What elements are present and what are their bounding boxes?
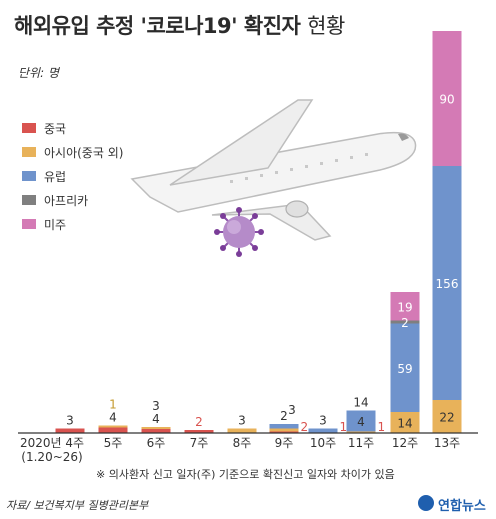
data-label: 4 [357,415,365,429]
data-label: 3 [319,414,327,428]
coronavirus-icon [214,207,264,257]
unit-label: 단위: 명 [18,66,59,80]
data-label: 1 [109,398,117,412]
data-label: 22 [439,411,454,425]
bar-segment [55,428,85,433]
logo-mark-icon [418,495,434,511]
x-tick-label: 6주 [147,436,166,450]
x-tick-labels: 2020년 4주(1.20~26) 5주 6주 7주 8주 9주 10주 11주 12주 13주 [20,436,460,464]
legend-swatch-europe [22,171,36,181]
legend-swatch-africa [22,195,36,205]
bar-segment [432,166,462,400]
logo-text: 연합뉴스 [438,499,486,514]
data-label: 3 [238,414,246,428]
data-label: 3 [288,403,296,417]
x-tick-label: 8주 [233,436,252,450]
bar-segment [346,410,376,432]
bar-segment [141,428,171,433]
data-label: 90 [439,93,454,107]
x-tick-label: 11주 [348,436,374,450]
chart-title: 해외유입 추정 '코로나19' 확진자 현황 [14,10,345,40]
legend-swatch-americas [22,219,36,229]
data-label: 4 [152,412,160,426]
bar-segment [269,428,299,432]
data-label: 19 [397,300,412,314]
chart-title-suffix: 현황 [307,14,345,38]
data-label: 14 [353,396,368,410]
legend-label-europe: 유럽 [44,170,67,184]
bars-layer [55,31,462,434]
x-tick-label: 13주 [434,436,460,450]
bar-segment [269,424,299,429]
x-tick-label: 5주 [104,436,123,450]
x-tick-label: 2020년 4주 [20,436,84,450]
legend-swatch-asia [22,147,36,157]
data-label: 4 [109,411,117,425]
bar-segment [432,400,462,433]
bar-segment [432,31,462,166]
legend-label-china: 중국 [44,122,67,136]
bar-segment [227,428,257,433]
data-label: 3 [66,414,74,428]
bar-segment [390,323,420,412]
bar-segment [98,427,128,433]
data-label: 1 [340,420,348,434]
source-credit: 자료/ 보건복지부 질병관리본부 [6,499,149,512]
bar-segment [184,430,214,433]
bar-segment [141,427,171,429]
x-tick-label: (1.20~26) [21,450,82,464]
bar-segment [308,428,338,433]
bar-segment [98,425,128,428]
airplane-icon [130,99,417,241]
legend-label-asia: 아시아(중국 외) [44,146,124,160]
data-label: 2 [195,415,203,429]
x-tick-label: 10주 [310,436,336,450]
data-label: 2 [280,409,288,423]
chart-title-main: 해외유입 추정 '코로나19' 확진자 [14,14,301,38]
bar-segment [390,320,420,324]
data-label: 156 [436,277,459,291]
x-tick-label: 7주 [190,436,209,450]
bar-segment [390,412,420,433]
legend-label-americas: 미주 [44,218,67,232]
bar-segment [390,292,420,321]
data-label: 14 [397,417,412,431]
data-label: 1 [378,420,386,434]
illustration [130,99,417,257]
data-label: 3 [152,399,160,413]
footnote: ※ 의사환자 신고 일자(주) 기준으로 확진신고 일자와 차이가 있음 [96,468,395,481]
x-tick-label: 12주 [392,436,418,450]
data-label: 2 [401,316,409,330]
x-tick-label: 9주 [275,436,294,450]
data-label: 59 [397,362,412,376]
data-label: 2 [301,420,309,434]
legend-swatch-china [22,123,36,133]
legend-label-africa: 아프리카 [44,194,89,208]
